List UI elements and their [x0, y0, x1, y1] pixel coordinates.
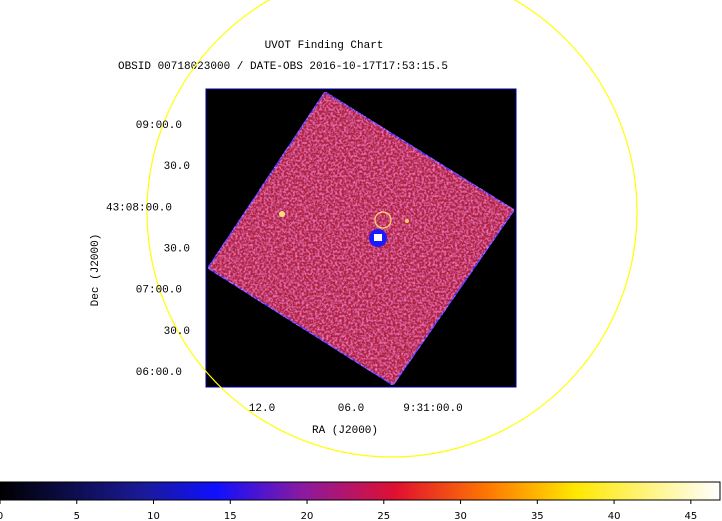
title: UVOT Finding Chart	[265, 40, 384, 52]
fov-circle	[146, 0, 638, 458]
y-tick-label: 30.0	[164, 244, 190, 256]
colorbar-tick-label: 15	[224, 511, 237, 521]
y-tick-label: 30.0	[164, 326, 190, 338]
x-tick-label: 06.0	[338, 403, 364, 415]
y-tick-label: 09:00.0	[136, 120, 182, 132]
colorbar-tick-label: 45	[684, 511, 697, 521]
colorbar-tick-label: 5	[74, 511, 80, 521]
colorbar-tick-label: 20	[301, 511, 314, 521]
colorbar-tick-label: 40	[608, 511, 621, 521]
x-tick-label: 9:31:00.0	[403, 403, 462, 415]
star	[405, 219, 409, 223]
x-axis-label: RA (J2000)	[312, 425, 378, 437]
y-axis-label: Dec (J2000)	[90, 234, 102, 307]
exposure-image	[206, 90, 516, 387]
colorbar-tick-label: 0	[0, 511, 3, 521]
subtitle: OBSID 00718023000 / DATE-OBS 2016-10-17T…	[118, 61, 448, 73]
colorbar-tick-label: 30	[454, 511, 467, 521]
y-tick-label: 06:00.0	[136, 367, 182, 379]
y-tick-label: 07:00.0	[136, 285, 182, 297]
y-tick-label: 43:08:00.0	[106, 202, 172, 214]
colorbar-tick-label: 35	[531, 511, 544, 521]
x-tick-label: 12.0	[249, 403, 275, 415]
target-circle	[374, 211, 392, 229]
colorbar-tick-label: 10	[147, 511, 160, 521]
colorbar-tick-label: 25	[377, 511, 390, 521]
colorbar	[0, 481, 721, 501]
star	[279, 211, 285, 217]
bright-source	[374, 234, 382, 241]
y-tick-label: 30.0	[164, 161, 190, 173]
